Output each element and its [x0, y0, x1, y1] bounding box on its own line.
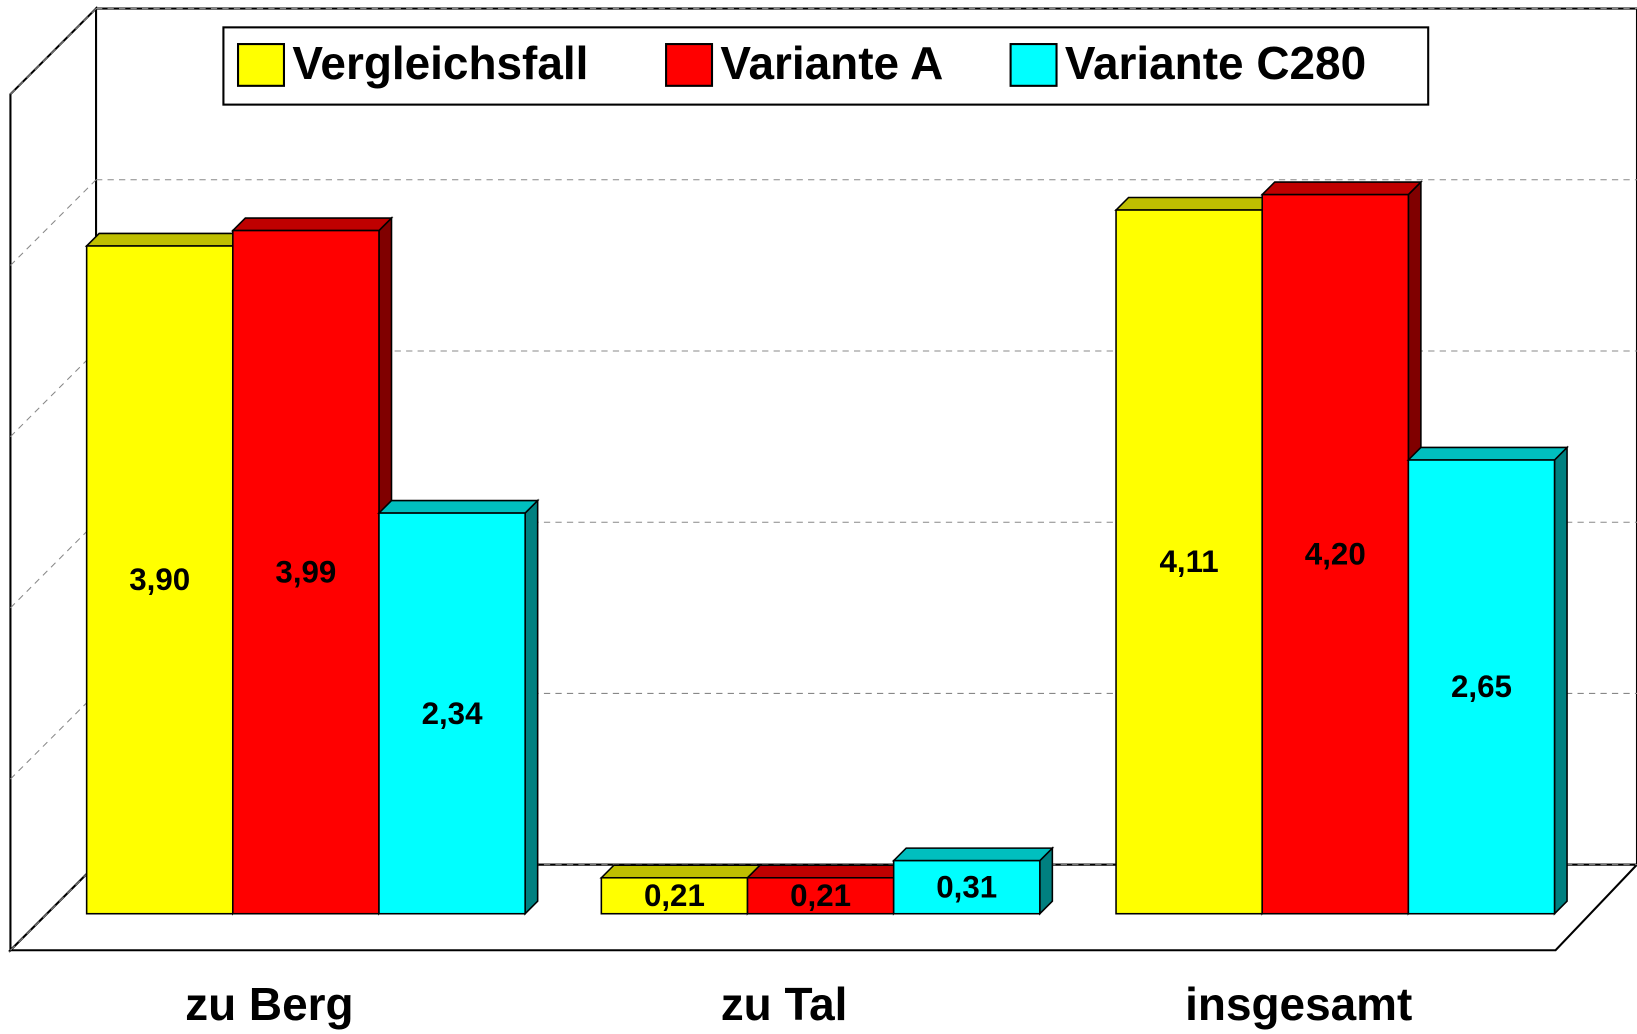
bar-front: [1115, 209, 1263, 915]
bar-front: [746, 876, 895, 915]
bar-top: [230, 217, 394, 232]
data-label: 0,21: [644, 878, 705, 913]
bar-front: [892, 859, 1041, 915]
bar: 0,21: [745, 863, 909, 916]
bar-side: [524, 498, 539, 916]
bar: 0,21: [599, 863, 762, 916]
data-label: 0,21: [790, 878, 851, 913]
bar-front: [1261, 193, 1410, 915]
bar-top: [377, 499, 540, 514]
left-wall: [9, 6, 98, 953]
bar: 2,65: [1406, 445, 1569, 916]
legend-label: Vergleichsfall: [292, 37, 588, 89]
data-label: 4,20: [1305, 537, 1366, 572]
grid-line: [10, 864, 97, 951]
bar-top: [891, 847, 1055, 862]
bar-top: [1260, 181, 1423, 196]
data-label: 4,11: [1160, 544, 1219, 579]
bar-side: [1553, 445, 1568, 916]
bar-top: [599, 864, 762, 879]
grid-line: [10, 8, 97, 95]
bar-top: [1406, 446, 1569, 461]
x-tick-label: insgesamt: [1185, 978, 1412, 1030]
data-label: 2,34: [422, 696, 484, 731]
bar: 2,34: [377, 498, 540, 916]
legend: Vergleichsfall Variante A Variante C280: [222, 26, 1430, 106]
data-label: 0,31: [936, 870, 997, 905]
grid-line: [10, 693, 97, 780]
bars: 3,90 3,99 2,34 0,21 0,21 0,31 4,11 4,20 2,65: [84, 180, 1569, 916]
grid-line: [10, 350, 97, 437]
bar-top: [84, 232, 248, 247]
legend-box: [222, 26, 1430, 106]
legend-label: Variante C280: [1065, 37, 1366, 89]
bar: 0,31: [891, 846, 1055, 916]
bar: 3,90: [84, 231, 248, 916]
x-tick-label: zu Berg: [185, 978, 353, 1030]
legend-label: Variante A: [720, 37, 943, 89]
bar: 4,11: [1114, 195, 1277, 916]
bar-top: [745, 864, 909, 879]
bar-front: [378, 512, 526, 915]
bar: 3,99: [230, 216, 394, 916]
legend-swatch: [1009, 43, 1058, 87]
grid-line: [10, 521, 97, 609]
bar-front: [1407, 459, 1556, 915]
data-label: 2,65: [1451, 669, 1512, 704]
bar-front: [85, 245, 234, 915]
legend-swatch: [665, 43, 714, 87]
x-tick-label: zu Tal: [721, 978, 848, 1030]
data-label: 3,99: [275, 555, 336, 590]
bar-front: [232, 229, 380, 915]
legend-swatch: [236, 43, 286, 87]
bar-top: [1114, 196, 1277, 211]
data-label: 3,90: [129, 562, 190, 597]
grid-line: [10, 179, 97, 266]
bar: 4,20: [1260, 180, 1423, 916]
